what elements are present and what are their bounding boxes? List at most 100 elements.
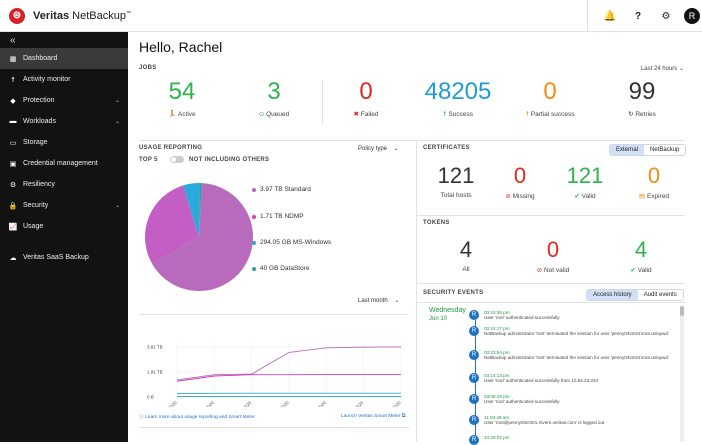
metric-value: 0 <box>323 78 409 106</box>
cert-metric-expired[interactable]: 0 ▤ Expired <box>622 163 686 200</box>
bell-icon[interactable]: 🔔 <box>600 11 620 22</box>
sidebar: « ▦ Dashboard☨ Activity monitor◆ Protect… <box>0 32 128 442</box>
events-scrollbar[interactable] <box>680 306 684 442</box>
pie-legend-item: 294.05 GB MS-Windows <box>252 239 331 246</box>
legend-swatch <box>252 241 256 245</box>
usage-pie-chart <box>144 182 254 292</box>
x-tick-label: Jun 6, 2020 <box>232 400 253 407</box>
sidebar-item-security[interactable]: 🔒 Security⌄ <box>0 195 128 216</box>
sidebar-item-label: Security <box>23 202 48 209</box>
valid-icon: ✔ <box>630 267 635 274</box>
sidebar-item-label: Dashboard <box>23 55 57 62</box>
event-date: Jun 10 <box>429 316 447 322</box>
jobs-metric-retries[interactable]: 99 ↻ Retries <box>599 78 685 118</box>
jobs-metric-active[interactable]: 54 🏃 Active <box>139 78 225 118</box>
avatar: R <box>469 350 479 360</box>
tab-access-history[interactable]: Access history <box>587 290 638 300</box>
y-tick-label: 1.91 TB <box>147 370 163 375</box>
metric-label: Success <box>448 111 473 118</box>
metric-label: All <box>462 266 469 273</box>
metric-label: Valid <box>638 267 652 274</box>
tab-external[interactable]: External <box>610 145 644 155</box>
gear-icon[interactable]: ⚙ <box>656 11 676 22</box>
veritas-logo-icon: ⊜ <box>9 8 25 24</box>
collapse-sidebar-button[interactable]: « <box>0 32 128 48</box>
sidebar-item-storage[interactable]: ▭ Storage <box>0 132 128 153</box>
security-icon: 🔒 <box>8 202 18 210</box>
usage-icon: 📈 <box>8 223 18 231</box>
launch-smart-meter-link[interactable]: Launch Veritas Smart Meter ⧉ <box>341 413 405 419</box>
jobs-metric-failed[interactable]: 0 ✖ Failed <box>323 78 409 118</box>
policy-type-dropdown[interactable]: Policy type ⌄ <box>358 145 399 152</box>
usage-range-dropdown[interactable]: Last month ⌄ <box>358 297 399 304</box>
sidebar-item-dashboard[interactable]: ▦ Dashboard <box>0 48 128 69</box>
jobs-metric-success[interactable]: 48205 ☨ Success <box>415 78 501 118</box>
usage-reporting-title: USAGE REPORTING <box>139 145 202 151</box>
avatar: R <box>469 394 479 404</box>
avatar[interactable]: R <box>684 8 700 24</box>
metric-label: Active <box>178 111 196 118</box>
cert-metric-total-hosts[interactable]: 121 Total hosts <box>424 163 488 199</box>
certificates-title: CERTIFICATES <box>423 145 470 151</box>
security-event-item: R 03:24:17 pm NetBackup administrator 'r… <box>469 326 684 337</box>
tab-audit-events[interactable]: Audit events <box>638 290 683 300</box>
jobs-range-dropdown[interactable]: Last 24 hours ⌄ <box>641 65 684 72</box>
x-tick-label: Jun 4, 2020 <box>158 400 179 407</box>
sidebar-item-protection[interactable]: ◆ Protection⌄ <box>0 90 128 111</box>
sidebar-item-credential-management[interactable]: ▣ Credential management <box>0 153 128 174</box>
sidebar-item-label: Resiliency <box>23 181 55 188</box>
sidebar-item-veritas-saas-backup[interactable]: ☁ Veritas SaaS Backup <box>0 247 128 268</box>
x-tick-label: Jun 10, 2020 <box>380 400 402 407</box>
valid-icon: ✔ <box>574 193 579 200</box>
top5-label: TOP 5 <box>139 157 158 163</box>
jobs-metric-queued[interactable]: 3 ⊙ Queued <box>231 78 317 118</box>
sidebar-item-resiliency[interactable]: ⚙ Resiliency <box>0 174 128 195</box>
sidebar-item-usage[interactable]: 📈 Usage <box>0 216 128 237</box>
sidebar-item-label: Storage <box>23 139 48 146</box>
credential-management-icon: ▣ <box>8 160 18 168</box>
metric-value: 54 <box>139 78 225 106</box>
cert-metric-missing[interactable]: 0 ⊘ Missing <box>488 163 552 200</box>
token-metric-not-valid[interactable]: 0 ⊘ Not valid <box>521 237 585 274</box>
metric-value: 48205 <box>415 78 501 106</box>
sidebar-item-activity-monitor[interactable]: ☨ Activity monitor <box>0 69 128 90</box>
legend-swatch <box>252 215 256 219</box>
security-tabs: Access history Audit events <box>586 289 684 301</box>
y-tick-label: 0 B <box>147 395 154 400</box>
including-others-toggle[interactable] <box>170 156 184 163</box>
event-text: User 'root@penny03vm01.rsvern.veritas.co… <box>484 420 684 425</box>
metric-label: Not valid <box>544 267 569 274</box>
security-events-title: SECURITY EVENTS <box>423 290 483 296</box>
security-event-item: R 11:03:48 am User 'root@penny03vm01.rsv… <box>469 415 684 426</box>
protection-icon: ◆ <box>8 97 18 105</box>
dashboard-icon: ▦ <box>8 55 18 63</box>
event-day: Wednesday <box>429 307 466 314</box>
metric-value: 4 <box>434 237 498 263</box>
expired-icon: ▤ <box>639 193 645 200</box>
token-metric-valid[interactable]: 4 ✔ Valid <box>609 237 673 274</box>
cert-metric-valid[interactable]: 121 ✔ Valid <box>553 163 617 200</box>
security-event-item: R 03:08:29 pm User 'root' authenticated … <box>469 394 684 405</box>
metric-label: Queued <box>266 111 289 118</box>
page-title: Hello, Rachel <box>139 39 222 55</box>
failed-icon: ✖ <box>354 111 359 118</box>
avatar: R <box>469 415 479 425</box>
not-valid-icon: ⊘ <box>537 267 542 274</box>
sidebar-item-workloads[interactable]: ▬ Workloads⌄ <box>0 111 128 132</box>
active-icon: 🏃 <box>168 111 176 118</box>
help-icon[interactable]: ? <box>628 11 648 22</box>
security-event-item: R 03:24:36 pm User 'root' authenticated … <box>469 310 684 321</box>
metric-label: Failed <box>361 111 379 118</box>
metric-value: 121 <box>424 163 488 189</box>
series-line-2[interactable] <box>177 393 401 394</box>
jobs-metric-partial-success[interactable]: 0 ☨ Partial success <box>507 78 593 118</box>
tab-netbackup[interactable]: NetBackup <box>644 145 685 155</box>
token-metric-all[interactable]: 4 All <box>434 237 498 273</box>
learn-more-link[interactable]: ⓘ Learn more about usage reporting and S… <box>139 413 255 420</box>
x-tick-label: Jun 8, 2020 <box>307 400 328 407</box>
top-bar: ⊜ Veritas NetBackup™ 🔔 ? ⚙ R <box>0 0 702 32</box>
not-including-others-label: NOT INCLUDING OTHERS <box>189 157 269 163</box>
event-text: User 'root' authenticated successfully f… <box>484 378 684 383</box>
x-tick-label: Jun 5, 2020 <box>195 400 216 407</box>
